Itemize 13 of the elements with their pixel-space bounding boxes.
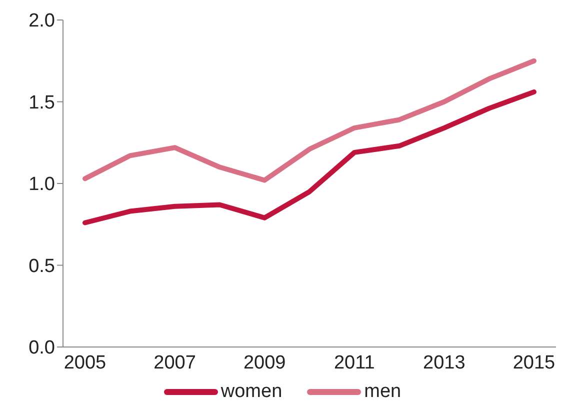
y-tick-label: 0.5 xyxy=(28,256,55,277)
x-tick-label: 2009 xyxy=(243,352,286,374)
y-tick-label: 0.0 xyxy=(28,338,55,359)
y-tick-label: 1.5 xyxy=(28,92,55,114)
x-tick-label: 2005 xyxy=(64,352,106,374)
x-tick-label: 2013 xyxy=(423,352,466,374)
x-tick-label: 2011 xyxy=(334,352,375,374)
legend-label: men xyxy=(363,381,402,403)
y-tick-label: 2.0 xyxy=(28,10,55,32)
y-tick-label: 1.0 xyxy=(28,174,55,196)
x-tick-label: 2007 xyxy=(154,352,196,374)
x-tick-label: 2015 xyxy=(512,352,556,374)
legend-label: women xyxy=(220,381,282,403)
